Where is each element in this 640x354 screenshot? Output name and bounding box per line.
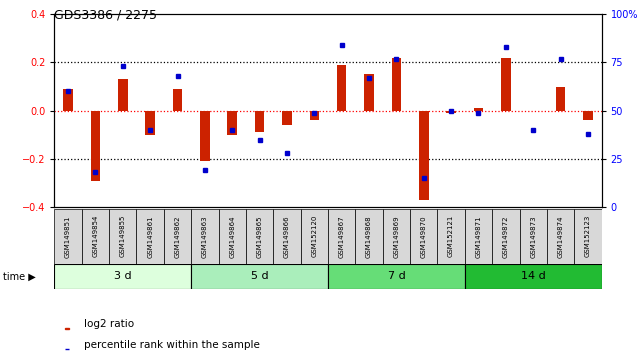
Bar [200,110,210,161]
Text: 3 d: 3 d [114,272,132,281]
Text: 5 d: 5 d [251,272,268,281]
Text: GSM149869: GSM149869 [394,215,399,258]
Bar [54,264,191,289]
Text: GSM149855: GSM149855 [120,215,126,257]
Bar [65,328,69,329]
Bar [465,264,602,289]
Text: time ▶: time ▶ [3,272,36,282]
Text: GSM149873: GSM149873 [530,215,536,258]
Text: GDS3386 / 2275: GDS3386 / 2275 [54,9,157,22]
Bar [273,209,301,264]
Bar [82,209,109,264]
Bar [54,209,82,264]
Text: GSM149874: GSM149874 [557,215,564,258]
Text: percentile rank within the sample: percentile rank within the sample [84,340,260,350]
Bar [410,209,438,264]
Bar [465,209,492,264]
Text: GSM152120: GSM152120 [311,215,317,257]
Bar [145,110,155,135]
Bar [118,79,127,110]
Bar [164,209,191,264]
Bar [520,209,547,264]
Bar [246,209,273,264]
Bar [355,209,383,264]
Text: log2 ratio: log2 ratio [84,319,134,329]
Bar [337,65,346,110]
Text: GSM149867: GSM149867 [339,215,345,258]
Text: GSM149851: GSM149851 [65,215,71,258]
Bar [219,209,246,264]
Text: GSM152123: GSM152123 [585,215,591,257]
Text: GSM149868: GSM149868 [366,215,372,258]
Bar [556,86,565,110]
Text: GSM149863: GSM149863 [202,215,208,258]
Bar [392,58,401,110]
Text: GSM149866: GSM149866 [284,215,290,258]
Bar [63,89,73,110]
Bar [310,110,319,120]
Bar [227,110,237,135]
Text: GSM149865: GSM149865 [257,215,262,258]
Bar [91,110,100,181]
Bar [583,110,593,120]
Bar [328,209,355,264]
Bar [191,209,219,264]
Bar [191,264,328,289]
Bar [328,264,465,289]
Bar [492,209,520,264]
Text: GSM149871: GSM149871 [476,215,481,258]
Bar [383,209,410,264]
Text: GSM149864: GSM149864 [229,215,236,258]
Bar [109,209,136,264]
Text: GSM149872: GSM149872 [503,215,509,258]
Bar [474,108,483,110]
Bar [364,74,374,110]
Bar [255,110,264,132]
Bar [438,209,465,264]
Bar [173,89,182,110]
Text: GSM149870: GSM149870 [420,215,427,258]
Text: 14 d: 14 d [521,272,545,281]
Bar [301,209,328,264]
Text: GSM152121: GSM152121 [448,215,454,257]
Text: 7 d: 7 d [388,272,405,281]
Bar [446,110,456,113]
Text: GSM149854: GSM149854 [92,215,99,257]
Bar [547,209,574,264]
Bar [501,58,511,110]
Text: GSM149862: GSM149862 [175,215,180,258]
Bar [136,209,164,264]
Bar [574,209,602,264]
Text: GSM149861: GSM149861 [147,215,153,258]
Bar [282,110,292,125]
Bar [419,110,429,200]
